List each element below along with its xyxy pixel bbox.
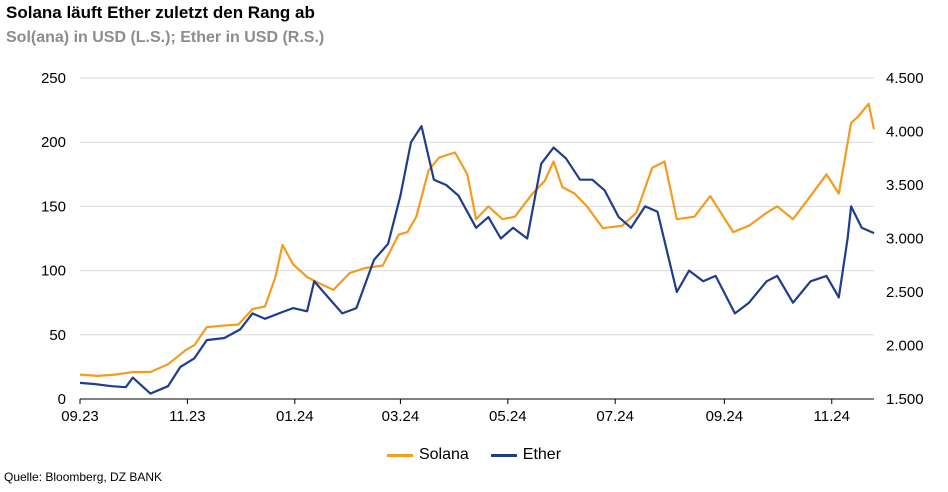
left-tick-label-4: 200 — [41, 134, 66, 151]
legend-swatch-ether — [490, 453, 517, 457]
right-tick-label-0: 1.500 — [886, 391, 924, 408]
left-tick-label-5: 250 — [41, 70, 66, 87]
legend: Solana Ether — [0, 446, 948, 464]
x-tick-label-2: 01.24 — [276, 408, 314, 425]
x-tick-label-3: 03.24 — [382, 408, 420, 425]
source-note: Quelle: Bloomberg, DZ BANK — [4, 470, 163, 484]
x-axis-labels: 09.23 11.23 01.24 03.24 05.24 07.24 09.24 11.24 — [61, 408, 850, 425]
right-tick-label-6: 4.500 — [886, 70, 924, 87]
x-tick-label-4: 05.24 — [489, 408, 527, 425]
legend-item-solana: Solana — [386, 446, 469, 464]
axes — [79, 398, 874, 404]
x-tick-label-7: 11.24 — [814, 408, 850, 425]
legend-label-ether: Ether — [522, 446, 562, 463]
right-tick-label-4: 3.500 — [886, 177, 924, 194]
legend-swatch-solana — [386, 453, 413, 457]
right-tick-label-2: 2.500 — [886, 284, 924, 301]
right-axis-labels: 1.500 2.000 2.500 3.000 3.500 4.000 4.500 — [886, 70, 924, 408]
series-line-solana — [79, 102, 876, 377]
gridlines — [80, 77, 874, 336]
x-tick-label-5: 07.24 — [596, 408, 634, 425]
chart-subtitle: Sol(ana) in USD (L.S.); Ether in USD (R.… — [6, 29, 325, 46]
series-group — [79, 102, 876, 395]
chart-svg: 0 50 100 150 200 250 1.500 2.000 2.500 3.000 3.50… — [41, 70, 924, 425]
left-axis-labels: 0 50 100 150 200 250 — [41, 70, 66, 408]
left-tick-label-3: 150 — [41, 198, 66, 215]
left-tick-label-1: 50 — [49, 327, 66, 344]
right-tick-label-5: 4.000 — [886, 124, 924, 141]
left-tick-label-0: 0 — [58, 391, 66, 408]
left-tick-label-2: 100 — [41, 263, 66, 280]
legend-item-ether: Ether — [490, 446, 562, 464]
chart-title: Solana läuft Ether zuletzt den Rang ab — [6, 3, 315, 22]
series-line-ether — [79, 125, 875, 395]
legend-label-solana: Solana — [418, 446, 469, 463]
x-tick-label-1: 11.23 — [169, 408, 205, 425]
x-tick-label-0: 09.23 — [61, 408, 99, 425]
x-tick-label-6: 09.24 — [706, 408, 744, 425]
right-tick-label-3: 3.000 — [886, 231, 924, 248]
right-tick-label-1: 2.000 — [886, 338, 924, 355]
